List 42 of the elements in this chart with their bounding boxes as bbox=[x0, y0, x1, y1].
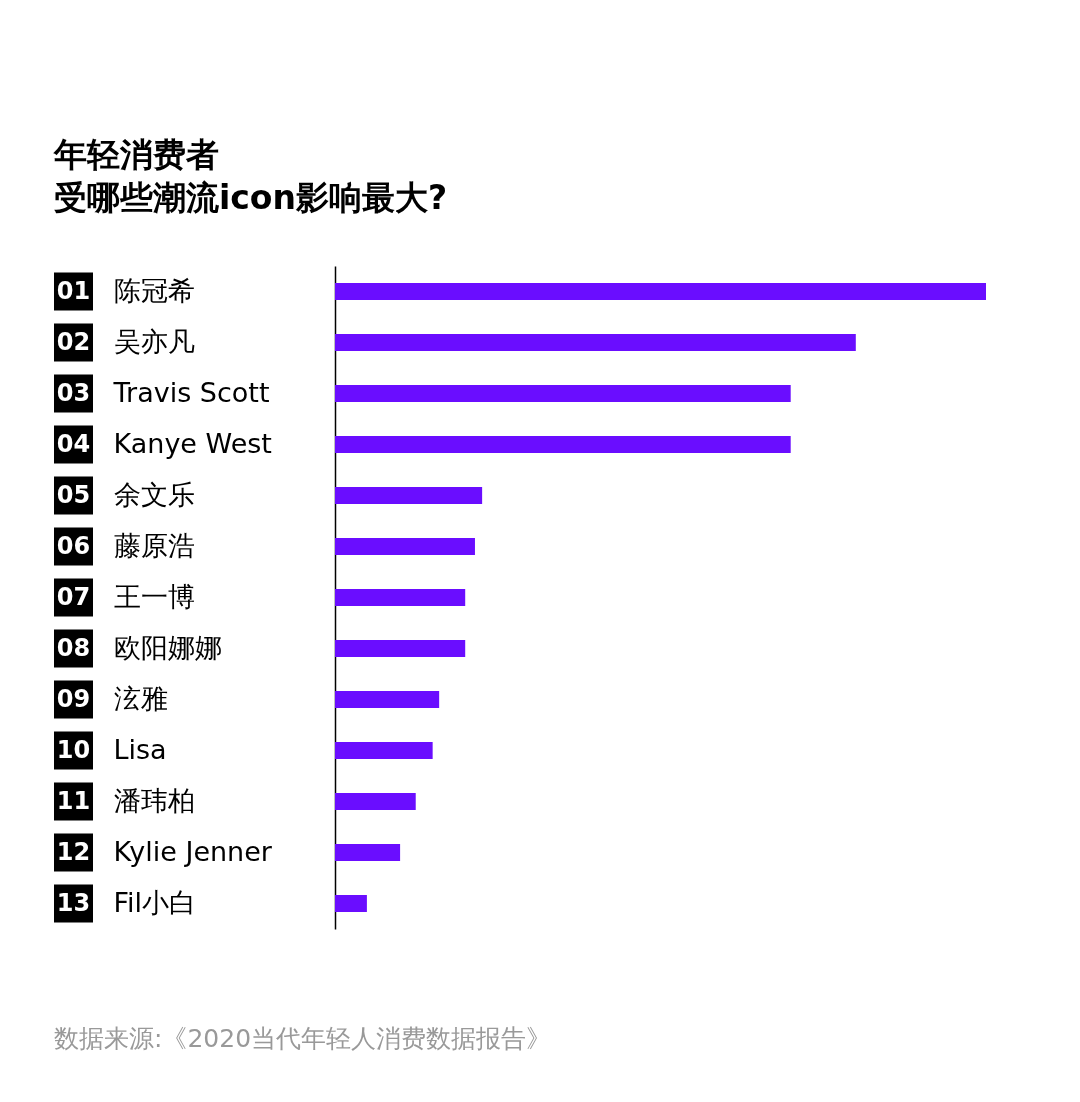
y-tick-label: 欧阳娜娜 bbox=[113, 631, 222, 663]
y-tick-label: 潘玮柏 bbox=[113, 784, 195, 816]
bar bbox=[335, 793, 416, 810]
chart-subtitle: 受哪些潮流icon影响最大? bbox=[54, 178, 448, 217]
y-tick-label: Travis Scott bbox=[112, 376, 270, 408]
bar bbox=[335, 640, 466, 657]
bar bbox=[335, 589, 466, 606]
bar bbox=[335, 487, 483, 504]
y-tick-label: 泫雅 bbox=[113, 682, 168, 714]
y-tick-label: 王一博 bbox=[113, 580, 195, 612]
text: 01 bbox=[56, 276, 91, 305]
bar bbox=[335, 385, 791, 402]
text: 06 bbox=[56, 531, 91, 560]
text: 02 bbox=[56, 327, 91, 356]
text: 09 bbox=[56, 684, 91, 713]
bar bbox=[335, 436, 791, 453]
bar bbox=[335, 691, 440, 708]
text: 12 bbox=[56, 837, 91, 866]
y-tick-label: Kanye West bbox=[113, 427, 272, 459]
y-tick-label: 藤原浩 bbox=[113, 529, 195, 561]
text: 03 bbox=[56, 378, 91, 407]
text: 05 bbox=[56, 480, 91, 509]
text: 11 bbox=[56, 786, 91, 815]
bar bbox=[335, 895, 367, 912]
text: 08 bbox=[56, 633, 91, 662]
chart-title: 年轻消费者 bbox=[53, 135, 219, 174]
bar bbox=[335, 742, 433, 759]
source-note: 数据来源:《2020当代年轻人消费数据报告》 bbox=[54, 1024, 552, 1053]
y-tick-label: Kylie Jenner bbox=[113, 835, 273, 867]
y-tick-label: 余文乐 bbox=[113, 478, 195, 510]
text: 04 bbox=[56, 429, 91, 458]
text: 10 bbox=[56, 735, 91, 764]
text: 13 bbox=[56, 888, 91, 917]
bar bbox=[335, 334, 856, 351]
bar bbox=[335, 283, 986, 300]
y-tick-label: 吴亦凡 bbox=[113, 325, 195, 357]
text: 07 bbox=[56, 582, 91, 611]
y-tick-label: Fil小白 bbox=[113, 886, 197, 918]
bar bbox=[335, 844, 401, 861]
y-tick-label: 陈冠希 bbox=[113, 274, 195, 306]
bar bbox=[335, 538, 475, 555]
y-tick-label: Lisa bbox=[113, 733, 167, 765]
